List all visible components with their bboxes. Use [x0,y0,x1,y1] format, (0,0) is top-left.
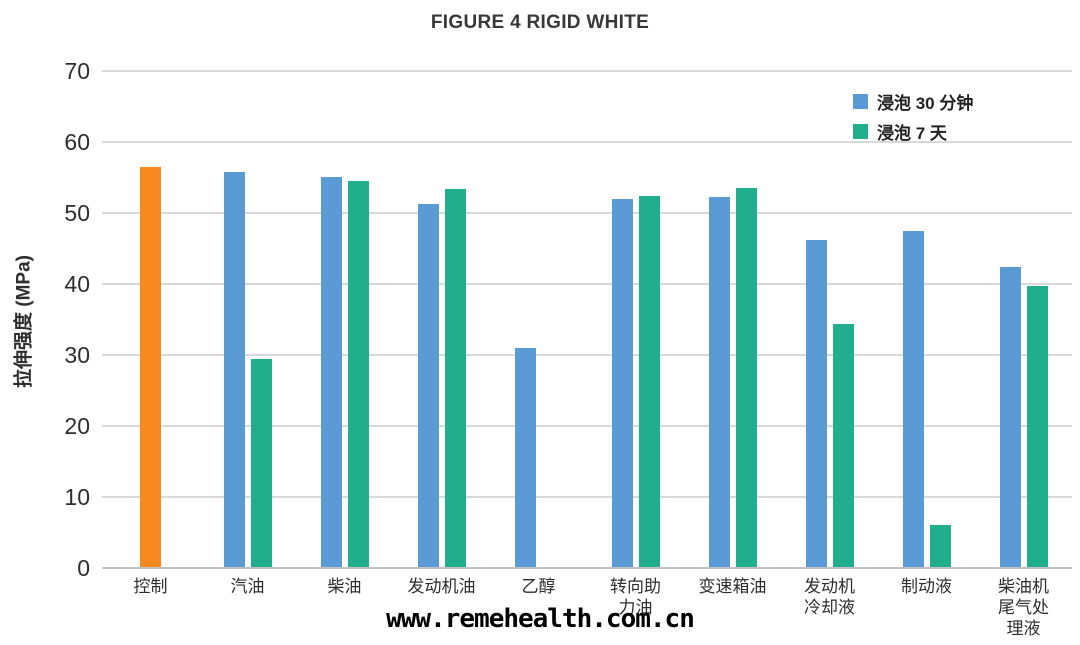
bar-group-c9 [975,71,1072,568]
bar-c3-s0 [417,204,439,568]
x-category-label-line: 制动液 [901,577,952,596]
x-category-label-line: 转向助 [610,577,661,596]
bar-c6-s0 [708,197,730,568]
y-tick-label-40: 40 [64,271,90,297]
y-tick-label-20: 20 [64,413,90,439]
gridline-20 [102,425,1072,427]
x-category-label-c6: 变速箱油 [684,576,781,639]
gridline-50 [102,212,1072,214]
x-category-label-c8: 制动液 [878,576,975,639]
y-tick-label-70: 70 [64,58,90,84]
gridline-60 [102,141,1072,143]
bar-group-c4 [490,71,587,568]
gridline-30 [102,354,1072,356]
x-category-label-line: 冷却液 [804,598,855,617]
legend-swatch-icon [853,123,868,139]
bar-c2-s0 [320,177,342,568]
bar-c9-s0 [999,267,1021,568]
bar-c7-s0 [805,240,827,568]
x-category-label-c7: 发动机 冷却液 [781,576,878,639]
x-category-label-line: 汽油 [230,577,265,596]
x-category-label-c3: 发动机油 [393,576,490,639]
legend-label: 浸泡 30 分钟 [877,93,974,113]
y-tick-label-50: 50 [64,200,90,226]
bar-group-c1 [199,71,296,568]
bar-group-c7 [781,71,878,568]
bar-group-c6 [684,71,781,568]
x-category-label-line: 理液 [1006,619,1041,638]
bar-c1-s1 [250,359,272,568]
chart-title: FIGURE 4 RIGID WHITE [430,12,650,33]
gridline-40 [102,283,1072,285]
watermark-text: www.remehealth.com.cn [386,604,695,634]
bar-c8-s0 [902,231,924,568]
bar-group-c8 [878,71,975,568]
x-axis-category-labels: 控制 汽油 柴油 发动机油 乙醇 转向助 力油 变速箱油 发动机 冷却液 制动液 柴油机 尾气处 理液 [102,576,1072,639]
plot-area [102,70,1072,569]
x-category-label-c4: 乙醇 [490,576,587,639]
bars-container [102,71,1072,568]
y-tick-label-10: 10 [64,484,90,510]
bar-c7-s1 [832,324,854,568]
x-category-label-c9: 柴油机 尾气处 理液 [975,576,1072,639]
bar-c9-s1 [1026,286,1048,568]
x-category-label-line: 发动机 [804,577,855,596]
x-category-label-c1: 汽油 [199,576,296,639]
x-category-label-line: 控制 [133,577,168,596]
y-tick-label-30: 30 [64,342,90,368]
y-tick-label-0: 0 [77,555,90,581]
legend-label: 浸泡 7 天 [877,123,947,143]
x-category-label-line: 尾气处 [998,598,1049,617]
bar-c6-s1 [735,188,757,568]
y-tick-label-60: 60 [64,129,90,155]
bar-c1-s0 [223,172,245,568]
x-category-label-line: 柴油机 [998,577,1049,596]
bar-group-c3 [393,71,490,568]
bar-c8-s1 [929,525,951,568]
x-category-label-line: 变速箱油 [698,577,767,596]
bar-c3-s1 [444,189,466,568]
gridline-10 [102,496,1072,498]
x-axis-line [102,567,1072,569]
x-category-label-line: 柴油 [327,577,362,596]
gridline-70 [102,70,1072,72]
legend-swatch-icon [853,93,868,109]
x-category-label-line: 发动机油 [407,577,476,596]
x-category-label-c0: 控制 [102,576,199,639]
x-category-label-line: 乙醇 [521,577,556,596]
bar-c5-s0 [611,199,633,568]
bar-group-c5 [587,71,684,568]
bar-c5-s1 [638,196,660,568]
legend-row-s0: 浸泡 30 分钟 [853,86,973,116]
bar-c4-s0 [514,348,536,568]
bar-group-c2 [296,71,393,568]
x-category-label-c2: 柴油 [296,576,393,639]
bar-c0-s0 [140,167,161,568]
x-category-label-line: 力油 [618,598,653,617]
legend-row-s1: 浸泡 7 天 [853,116,973,146]
bar-c2-s1 [347,181,369,568]
x-category-label-c5: 转向助 力油 [587,576,684,639]
legend: 浸泡 30 分钟 浸泡 7 天 [853,86,973,146]
bar-group-c0 [102,71,199,568]
